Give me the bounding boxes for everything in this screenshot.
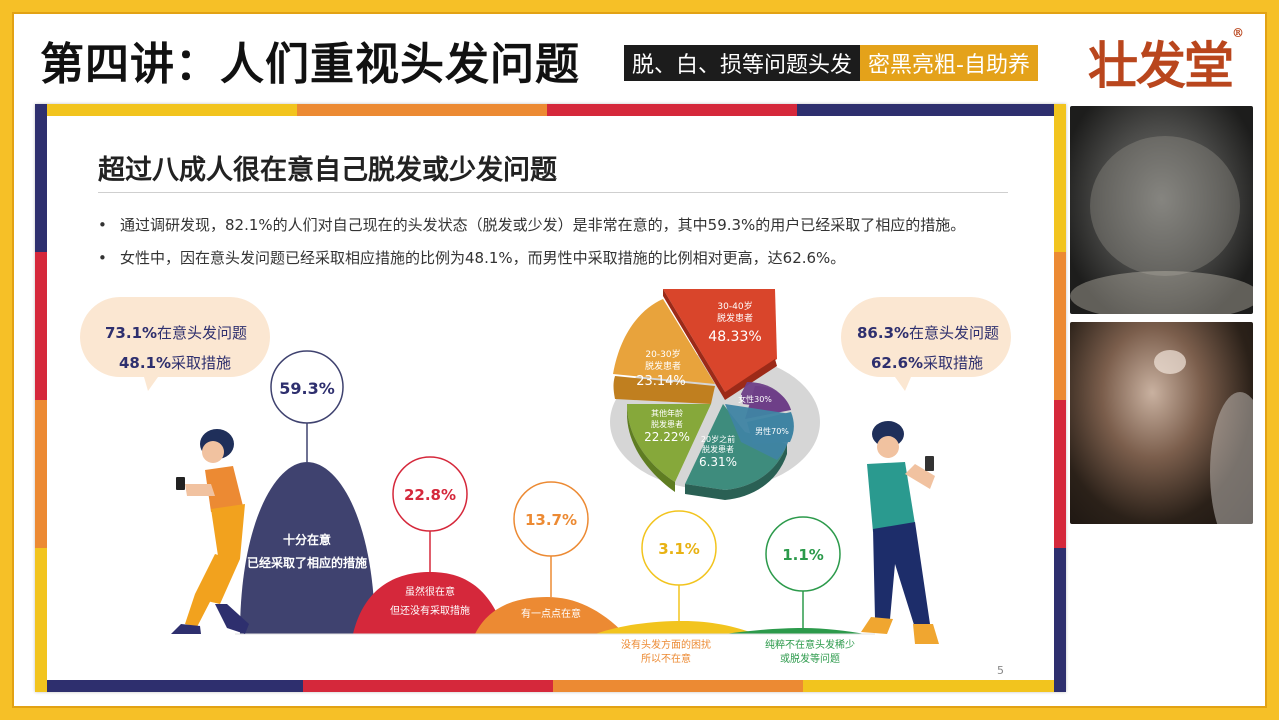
brand-name: 壮发堂 xyxy=(1088,36,1234,95)
female-care-text: 在意头发问题 xyxy=(157,324,247,342)
promo-banner: 脱、白、损等问题头发 密黑亮粗-自助养 xyxy=(624,45,1038,81)
female-care-value: 73.1% xyxy=(105,324,157,342)
female-action-value: 48.1% xyxy=(119,354,171,372)
male-callout: 86.3%在意头发问题 62.6%采取措施 xyxy=(841,297,1011,391)
slide-title: 超过八成人很在意自己脱发或少发问题 xyxy=(98,155,557,186)
label-acted: 已经采取了相应的措施 xyxy=(247,555,367,570)
svg-text:62.6%采取措施: 62.6%采取措施 xyxy=(871,354,983,372)
pie-label-20-30-age: 20-30岁 xyxy=(645,348,680,360)
label-hair-issues: 或脱发等问题 xyxy=(780,652,840,665)
male-care-text: 在意头发问题 xyxy=(909,324,999,342)
pie-label-20-30-type: 脱发患者 xyxy=(645,360,681,372)
pie-label-female: 女性30% xyxy=(738,394,772,404)
stripe-top-1 xyxy=(47,104,297,116)
label-not-care-so: 所以不在意 xyxy=(641,652,691,665)
banner-solution: 密黑亮粗-自助养 xyxy=(860,45,1038,81)
male-care-value: 86.3% xyxy=(857,324,909,342)
pie-value-30-40: 48.33% xyxy=(708,329,761,345)
label-little-care: 有一点点在意 xyxy=(521,607,581,620)
hair-texture-1 xyxy=(1070,136,1253,314)
pie-label-under-20-age: 20岁之前 xyxy=(701,434,735,444)
svg-text:73.1%在意头发问题: 73.1%在意头发问题 xyxy=(105,324,247,342)
stripe-right-3 xyxy=(1054,400,1066,548)
mound-not-care xyxy=(725,628,865,634)
man-illustration xyxy=(861,421,939,644)
mound-no-trouble xyxy=(595,621,755,634)
pie-value-other: 22.22% xyxy=(644,430,690,444)
label-very-caring: 十分在意 xyxy=(283,532,331,547)
pie-label-30-40-type: 脱发患者 xyxy=(717,312,753,324)
bullet-2-text: 女性中，因在意头发问题已经采取相应措施的比例为48.1%，而男性中采取措施的比例… xyxy=(120,249,846,267)
pie-label-under-20-type: 脱发患者 xyxy=(702,444,734,454)
pie-slice-20-30 xyxy=(613,299,715,384)
page-number: 5 xyxy=(997,664,1004,677)
stripe-left-1 xyxy=(35,104,47,252)
mound-caring-no-action xyxy=(353,572,505,634)
bullet-dot: • xyxy=(98,216,107,234)
female-action-text: 采取措施 xyxy=(171,354,231,372)
title-divider xyxy=(98,192,1008,193)
stripe-left-2 xyxy=(35,252,47,400)
pie-label-other-type: 脱发患者 xyxy=(651,419,683,429)
stripe-right-4 xyxy=(1054,548,1066,692)
bullet-dot: • xyxy=(98,249,107,267)
stripe-bottom-2 xyxy=(303,680,553,692)
svg-text:86.3%在意头发问题: 86.3%在意头发问题 xyxy=(857,324,999,342)
pie-slice-other xyxy=(627,404,711,482)
banner-problems: 脱、白、损等问题头发 xyxy=(624,45,861,81)
woman-illustration xyxy=(171,429,249,634)
bullet-1: • 通过调研发现，82.1%的人们对自己现在的头发状态（脱发或少发）是非常在意的，… xyxy=(98,214,965,235)
registered-mark: ® xyxy=(1232,26,1244,40)
mound-very-caring-acted xyxy=(240,462,375,634)
male-action-value: 62.6% xyxy=(871,354,923,372)
value-3: 3.1% xyxy=(658,540,700,558)
bullet-1-text: 通过调研发现，82.1%的人们对自己现在的头发状态（脱发或少发）是非常在意的，其… xyxy=(120,216,966,234)
hair-texture-2 xyxy=(1154,350,1253,524)
infographic: 73.1%在意头发问题 48.1%采取措施 86.3%在意头发问题 62.6%采… xyxy=(80,289,1011,665)
value-13: 13.7% xyxy=(525,511,577,529)
svg-text:48.1%采取措施: 48.1%采取措施 xyxy=(119,354,231,372)
pie-value-20-30: 23.14% xyxy=(636,374,686,389)
value-circle-13 xyxy=(513,481,589,557)
stripe-top-3 xyxy=(547,104,797,116)
stripe-bottom-4 xyxy=(803,680,1054,692)
bullet-2: • 女性中，因在意头发问题已经采取相应措施的比例为48.1%，而男性中采取措施的比… xyxy=(98,247,845,268)
slide: 超过八成人很在意自己脱发或少发问题 • 通过调研发现，82.1%的人们对自己现在的… xyxy=(35,104,1066,692)
value-circle-1 xyxy=(765,516,841,592)
photo-bald-top xyxy=(1070,322,1253,524)
pie-label-male: 男性70% xyxy=(755,426,789,436)
label-caring: 虽然很在意 xyxy=(405,585,455,598)
stripe-left-3 xyxy=(35,400,47,548)
stripe-right-2 xyxy=(1054,252,1066,400)
stripe-right-1 xyxy=(1054,104,1066,252)
label-pure-not-care: 纯粹不在意头发稀少 xyxy=(765,638,855,651)
pie-label-30-40-age: 30-40岁 xyxy=(717,300,752,312)
mound-little-care xyxy=(475,597,625,634)
pie-slice-30-40 xyxy=(663,289,777,392)
male-action-text: 采取措施 xyxy=(923,354,983,372)
stripe-left-4 xyxy=(35,548,47,692)
value-circle-3 xyxy=(641,510,717,586)
pie-value-under-20: 6.31% xyxy=(699,455,737,469)
page-title: 第四讲：人们重视头发问题 xyxy=(40,39,580,90)
pie-label-other-age: 其他年龄 xyxy=(651,408,683,418)
label-no-action: 但还没有采取措施 xyxy=(390,604,470,617)
value-circle-59 xyxy=(270,350,344,424)
age-gender-pie xyxy=(610,289,820,500)
value-59: 59.3% xyxy=(279,379,335,398)
value-22: 22.8% xyxy=(404,486,456,504)
stripe-top-2 xyxy=(297,104,547,116)
photo-thinning-crown xyxy=(1070,106,1253,314)
female-callout: 73.1%在意头发问题 48.1%采取措施 xyxy=(80,297,270,391)
pie-slice-under-20 xyxy=(685,404,787,490)
value-1: 1.1% xyxy=(782,546,824,564)
stripe-top-4 xyxy=(797,104,1066,116)
stripe-bottom-3 xyxy=(553,680,803,692)
stripe-bottom-1 xyxy=(47,680,303,692)
value-circle-22 xyxy=(392,456,468,532)
label-no-trouble: 没有头发方面的困扰 xyxy=(621,638,711,651)
brand-logo: 壮发堂® xyxy=(1088,26,1244,98)
